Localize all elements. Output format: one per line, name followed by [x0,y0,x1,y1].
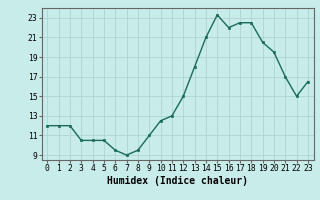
X-axis label: Humidex (Indice chaleur): Humidex (Indice chaleur) [107,176,248,186]
